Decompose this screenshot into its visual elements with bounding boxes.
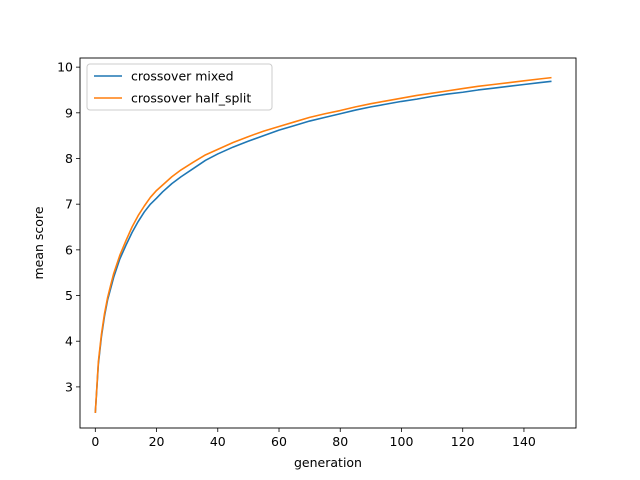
y-tick-label: 9	[65, 105, 73, 120]
y-tick-label: 4	[65, 334, 73, 349]
y-tick-label: 6	[65, 242, 73, 257]
legend-box	[86, 63, 273, 111]
x-tick-label: 60	[271, 434, 287, 449]
legend: crossover mixed crossover half_split	[86, 63, 273, 111]
x-tick-label: 100	[390, 434, 414, 449]
series-line-crossover-mixed	[94, 80, 552, 413]
legend-label-mixed: crossover mixed	[131, 69, 234, 84]
x-tick-label: 40	[210, 434, 226, 449]
x-tick-label: 20	[149, 434, 165, 449]
y-tick-label: 10	[57, 60, 73, 75]
y-tick-label: 5	[65, 288, 73, 303]
x-axis-ticks: 0 20 40 60 80 100 120 140	[91, 428, 536, 449]
y-tick-label: 3	[65, 379, 73, 394]
y-tick-label: 8	[65, 151, 73, 166]
series-layer	[94, 76, 552, 413]
x-axis-label: generation	[294, 455, 362, 470]
x-tick-label: 80	[332, 434, 348, 449]
x-tick-label: 140	[512, 434, 536, 449]
y-axis-ticks: 3 4 5 6 7 8 9 10	[57, 60, 80, 394]
series-line-crossover-half-split	[94, 76, 552, 413]
x-tick-label: 0	[91, 434, 99, 449]
y-tick-label: 7	[65, 197, 73, 212]
legend-label-half-split: crossover half_split	[131, 91, 251, 106]
plot-area	[79, 57, 577, 429]
x-tick-label: 120	[451, 434, 475, 449]
y-axis-label: mean score	[31, 206, 46, 279]
